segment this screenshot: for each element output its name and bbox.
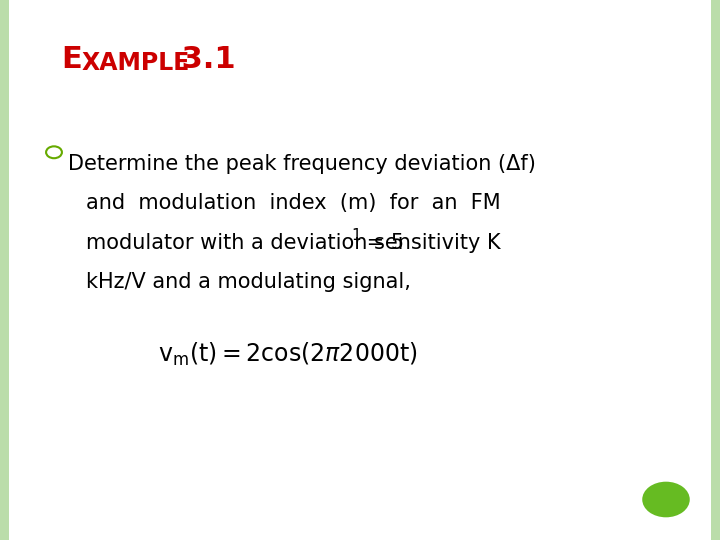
Text: E: E	[61, 44, 82, 73]
Text: Determine the peak frequency deviation (Δf): Determine the peak frequency deviation (…	[68, 154, 536, 174]
Bar	[711, 0, 720, 540]
Text: 1: 1	[351, 228, 361, 244]
Text: $\mathrm{v}_\mathrm{m}(\mathrm{t}) = 2\cos(2\pi 2000\mathrm{t})$: $\mathrm{v}_\mathrm{m}(\mathrm{t}) = 2\c…	[158, 341, 418, 368]
Text: XAMPLE: XAMPLE	[81, 51, 190, 75]
Bar	[0, 0, 9, 540]
Text: modulator with a deviation sensitivity K: modulator with a deviation sensitivity K	[86, 233, 501, 253]
Text: = 5: = 5	[360, 233, 404, 253]
Text: and  modulation  index  (m)  for  an  FM: and modulation index (m) for an FM	[86, 193, 501, 213]
Text: kHz/V and a modulating signal,: kHz/V and a modulating signal,	[86, 272, 411, 292]
Circle shape	[642, 482, 690, 517]
Text: 3.1: 3.1	[171, 44, 236, 73]
